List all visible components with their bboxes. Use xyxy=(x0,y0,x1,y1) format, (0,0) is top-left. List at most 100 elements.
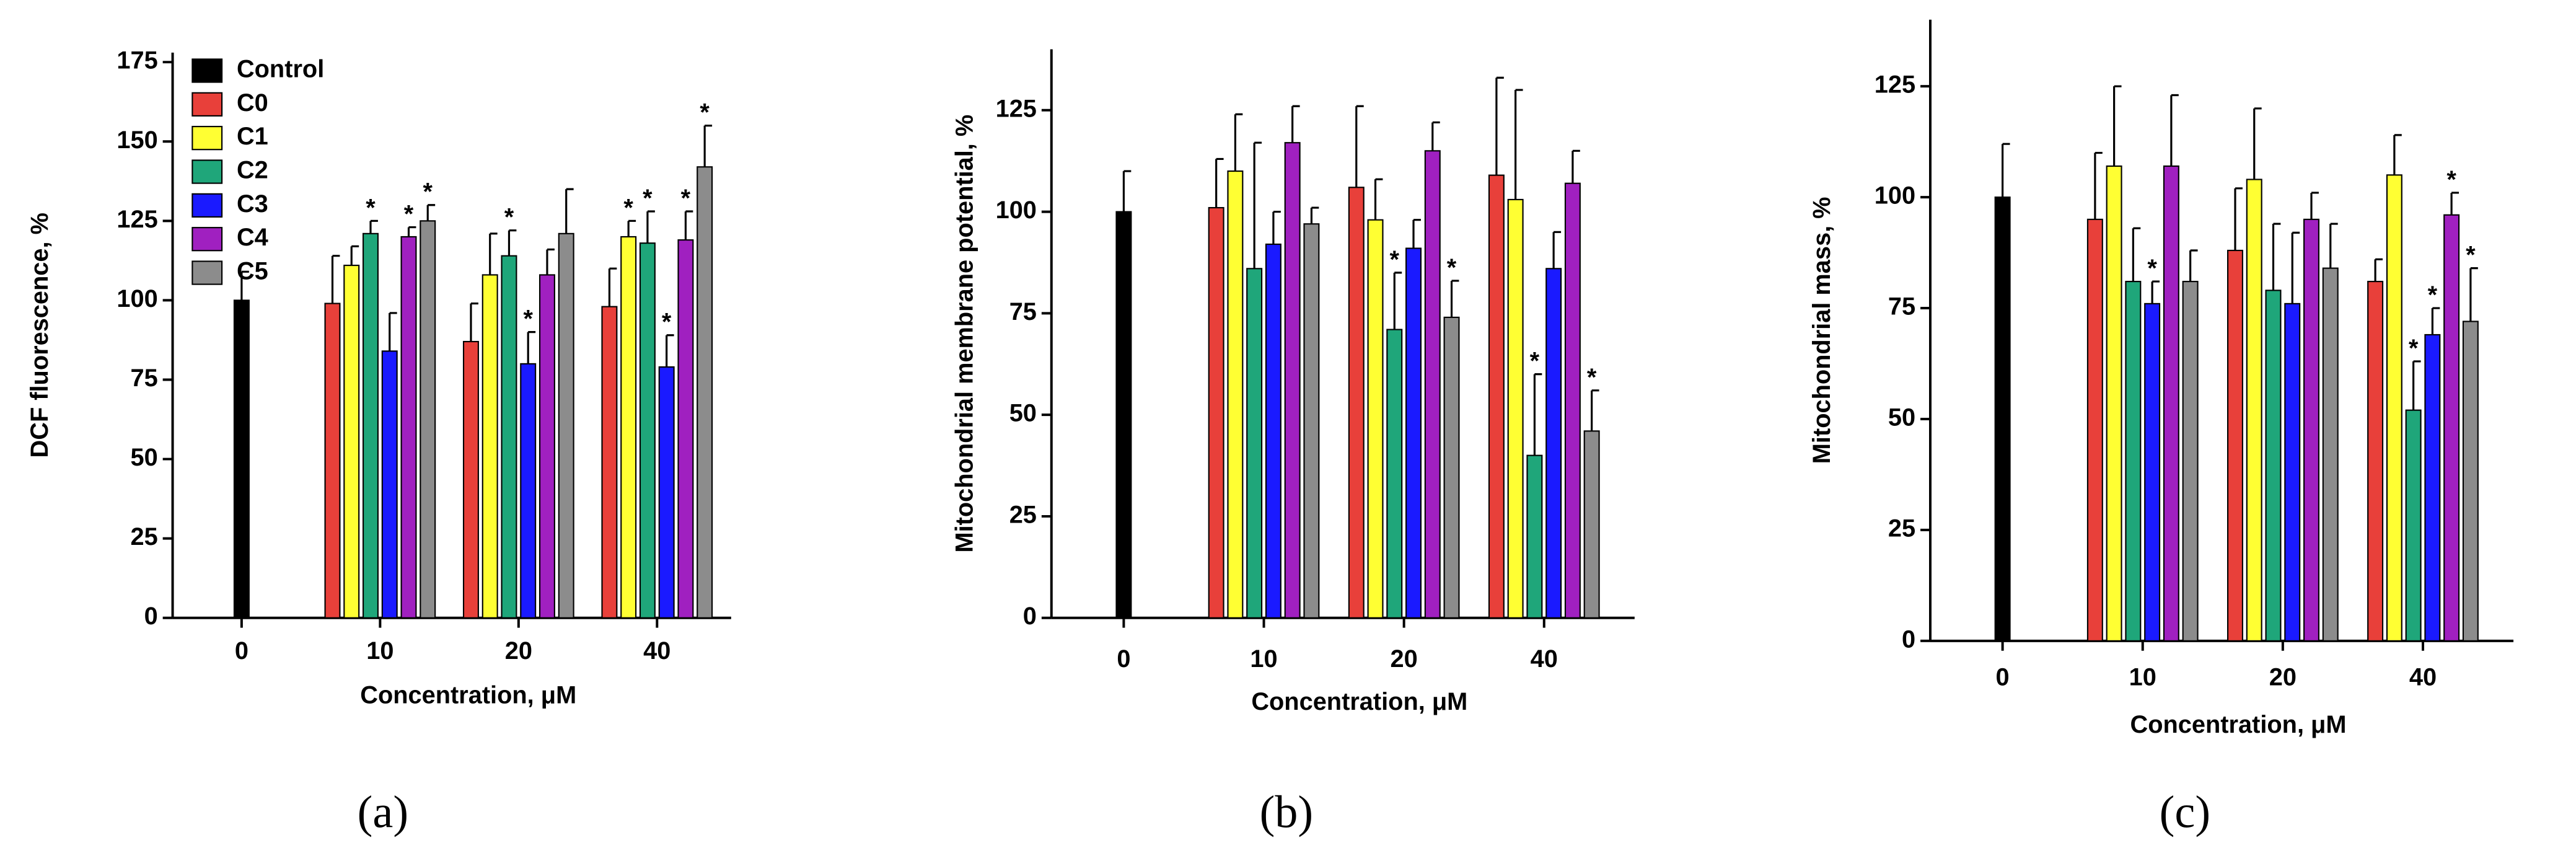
error-bar xyxy=(608,267,617,307)
error-bar xyxy=(369,219,378,234)
y-tick-label: 25 xyxy=(130,523,157,550)
y-tick-label: 25 xyxy=(1009,501,1037,528)
y-tick-label: 75 xyxy=(130,365,157,392)
bar xyxy=(2246,179,2262,642)
y-axis-label: DCF fluorescence, % xyxy=(26,213,53,457)
significance-mark: * xyxy=(404,201,414,228)
x-tick-label: 40 xyxy=(643,637,670,665)
bar xyxy=(2443,214,2460,642)
error-bar xyxy=(2291,231,2300,304)
bar xyxy=(462,340,479,619)
bar xyxy=(2182,281,2199,642)
y-axis-label: Mitochondrial mass, % xyxy=(1808,197,1835,464)
error-bar xyxy=(565,188,574,234)
bar xyxy=(1367,219,1384,619)
error-bar xyxy=(2113,85,2122,167)
bar xyxy=(481,274,498,619)
bar xyxy=(233,299,250,619)
error-bar xyxy=(1393,272,1402,330)
bar xyxy=(1348,187,1365,619)
significance-mark: * xyxy=(1447,254,1457,281)
bar xyxy=(1488,174,1505,619)
bar xyxy=(324,303,341,619)
bar xyxy=(501,255,517,619)
error-bar xyxy=(350,245,359,266)
error-bar xyxy=(2132,227,2141,282)
error-bar xyxy=(1355,105,1364,188)
significance-mark: * xyxy=(523,306,533,333)
error-bar xyxy=(1431,121,1440,151)
bar xyxy=(363,232,379,619)
x-axis-label: Concentration, μM xyxy=(2130,711,2347,738)
bar xyxy=(381,350,398,619)
bar xyxy=(1246,268,1263,619)
significance-mark: * xyxy=(662,309,672,336)
y-tick-label: 0 xyxy=(1902,625,1915,653)
error-bar xyxy=(240,270,249,301)
error-bar xyxy=(1272,210,1281,244)
error-bar xyxy=(1412,219,1421,249)
error-bar xyxy=(2310,192,2319,219)
bar xyxy=(2405,409,2422,642)
y-tick-label: 175 xyxy=(116,47,157,74)
y-tick-label: 0 xyxy=(144,603,158,630)
error-bar xyxy=(1514,89,1523,200)
significance-mark: * xyxy=(1390,246,1400,273)
bar xyxy=(520,363,537,619)
bar xyxy=(2227,249,2243,642)
bar xyxy=(1265,243,1281,619)
bar xyxy=(639,242,656,619)
x-tick-label: 10 xyxy=(2129,663,2156,691)
legend-label: C5 xyxy=(237,258,268,285)
bar xyxy=(2462,320,2479,642)
bar xyxy=(697,166,713,619)
x-tick-label: 20 xyxy=(505,637,532,665)
y-tick-label: 0 xyxy=(1023,603,1037,630)
x-tick-label: 10 xyxy=(366,637,393,665)
y-tick-label: 50 xyxy=(1888,404,1915,431)
bar xyxy=(1564,182,1581,619)
bar xyxy=(1227,170,1244,619)
error-bar xyxy=(2234,187,2243,250)
bar xyxy=(2424,334,2441,642)
legend-label: C4 xyxy=(237,224,268,251)
error-bar xyxy=(2151,280,2160,304)
bar xyxy=(1443,316,1460,619)
error-bar xyxy=(646,210,655,244)
significance-mark: * xyxy=(700,99,710,126)
legend-label: C2 xyxy=(237,157,268,184)
panel-label: (b) xyxy=(1260,787,1314,838)
x-axis-label: Concentration, μM xyxy=(360,681,576,709)
bar xyxy=(400,236,417,619)
error-bar xyxy=(389,312,397,351)
error-bar xyxy=(2329,223,2338,268)
error-bar xyxy=(2189,249,2198,282)
legend-swatch xyxy=(191,126,223,151)
bar xyxy=(1208,206,1224,619)
bar xyxy=(420,220,436,619)
error-bar xyxy=(2170,94,2179,167)
y-tick-label: 25 xyxy=(1888,515,1915,542)
error-bar xyxy=(1215,157,1224,208)
x-tick-label: 20 xyxy=(1391,645,1418,673)
legend-swatch xyxy=(191,58,223,83)
significance-mark: * xyxy=(2147,255,2157,282)
bar xyxy=(677,239,694,619)
y-tick-label: 100 xyxy=(116,285,157,312)
error-bar xyxy=(1234,113,1243,172)
legend-label: C0 xyxy=(237,89,268,117)
error-bar xyxy=(2094,151,2103,219)
legend-swatch xyxy=(191,227,223,252)
error-bar xyxy=(1552,231,1562,269)
error-bar xyxy=(2393,134,2402,175)
error-bar xyxy=(527,331,536,364)
error-bar xyxy=(508,229,517,256)
panel-label: (a) xyxy=(358,787,408,838)
y-tick-label: 150 xyxy=(116,126,157,154)
bar xyxy=(1583,430,1600,619)
chart: 0 25 50 75 100 125 0 10 * 20 40 * * * * Mitochondrial m… xyxy=(1808,19,2514,838)
error-bar xyxy=(684,210,693,241)
bar xyxy=(1386,329,1403,619)
legend-label: C1 xyxy=(237,123,268,150)
x-tick-label: 20 xyxy=(2269,663,2297,691)
